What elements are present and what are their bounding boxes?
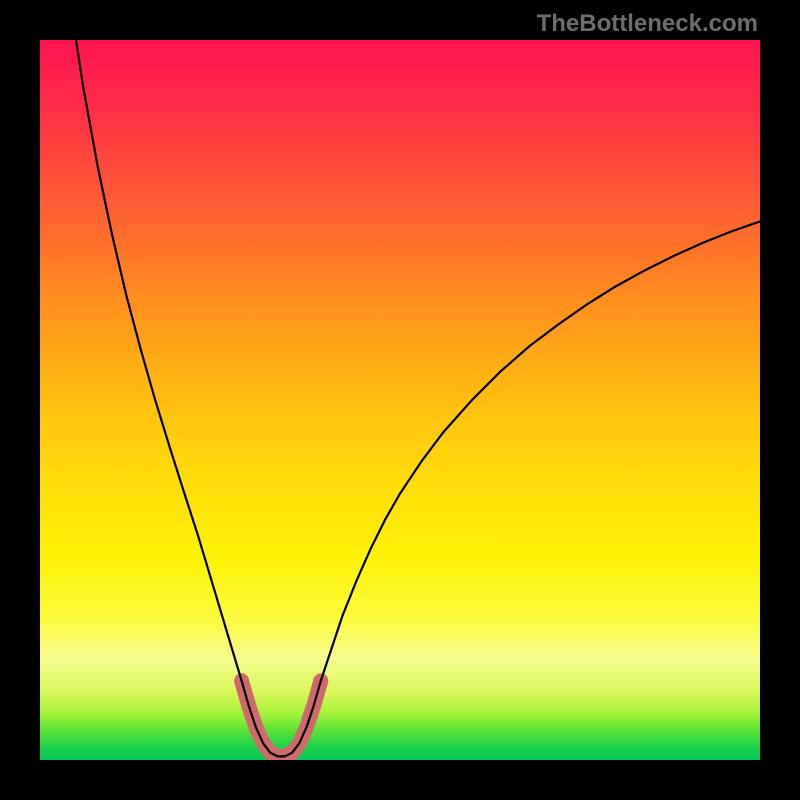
gradient-background	[40, 40, 760, 760]
chart-frame	[40, 40, 760, 760]
watermark-text: TheBottleneck.com	[537, 10, 758, 38]
bottleneck-curve-chart	[40, 40, 760, 760]
chart-stage: TheBottleneck.com	[0, 0, 800, 800]
